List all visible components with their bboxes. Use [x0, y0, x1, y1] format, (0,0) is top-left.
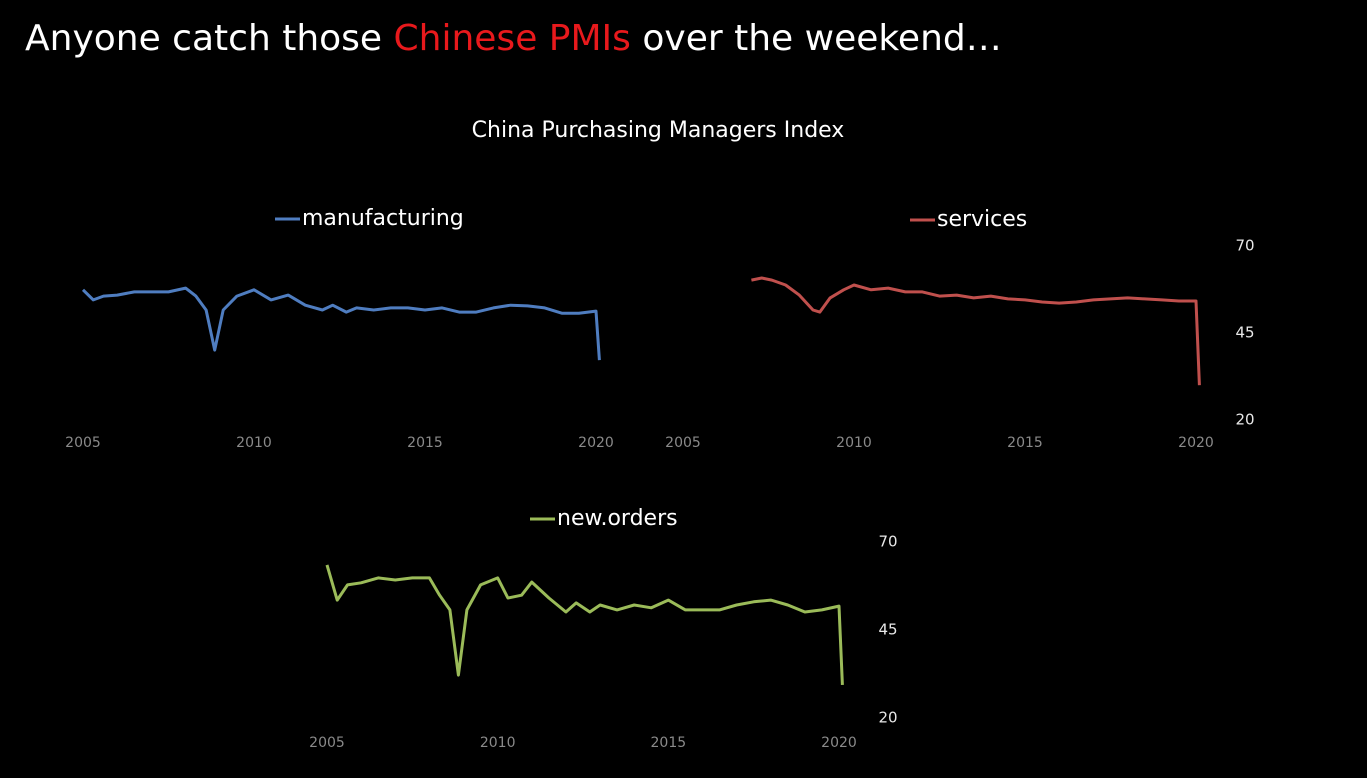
series-line: [325, 564, 844, 685]
legend-label: manufacturing: [302, 206, 464, 231]
x-tick-label: 2015: [1007, 435, 1043, 451]
x-tick-label: 2005: [65, 435, 101, 451]
x-tick-label: 2020: [1178, 435, 1214, 451]
title-part: over the weekend…: [631, 18, 1002, 59]
legend-label: new.orders: [557, 506, 678, 531]
x-tick-label: 2015: [651, 735, 687, 751]
title-part: Anyone catch those: [25, 18, 394, 59]
series-line: [751, 276, 1201, 386]
x-tick-label: 2005: [309, 735, 345, 751]
x-tick-label: 2010: [836, 435, 872, 451]
chart-subtitle: China Purchasing Managers Index: [472, 118, 845, 143]
x-tick-label: 2015: [407, 435, 443, 451]
y-tick-label: 45: [1235, 324, 1254, 342]
page-title: Anyone catch those Chinese PMIs over the…: [25, 18, 1002, 59]
y-tick-label: 45: [878, 621, 897, 639]
x-tick-label: 2020: [821, 735, 857, 751]
legend-label: services: [937, 207, 1027, 232]
x-tick-label: 2005: [665, 435, 701, 451]
x-tick-label: 2010: [236, 435, 272, 451]
y-tick-label: 70: [878, 533, 897, 551]
title-highlight: Chinese PMIs: [394, 18, 631, 59]
y-tick-label: 20: [878, 709, 897, 727]
y-tick-label: 20: [1235, 411, 1254, 429]
series-line: [81, 286, 601, 361]
x-tick-label: 2020: [578, 435, 614, 451]
y-tick-label: 70: [1235, 237, 1254, 255]
x-tick-label: 2010: [480, 735, 516, 751]
